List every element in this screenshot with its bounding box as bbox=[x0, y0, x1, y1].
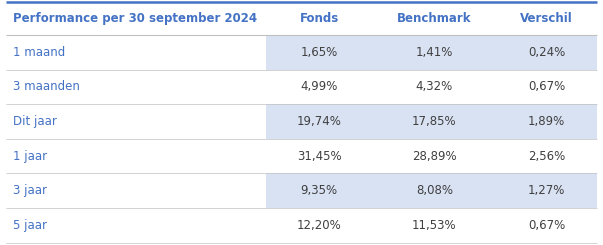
Text: Verschil: Verschil bbox=[520, 12, 573, 25]
Bar bbox=[266, 35, 597, 70]
Text: 31,45%: 31,45% bbox=[297, 150, 341, 163]
Text: 8,08%: 8,08% bbox=[416, 184, 453, 197]
Text: 19,74%: 19,74% bbox=[297, 115, 342, 128]
Text: 1,27%: 1,27% bbox=[528, 184, 566, 197]
Text: 3 jaar: 3 jaar bbox=[13, 184, 47, 197]
Text: Dit jaar: Dit jaar bbox=[13, 115, 57, 128]
Text: 4,32%: 4,32% bbox=[416, 80, 453, 94]
Bar bbox=[266, 208, 597, 243]
Text: 4,99%: 4,99% bbox=[300, 80, 338, 94]
Text: 0,24%: 0,24% bbox=[528, 46, 566, 59]
Bar bbox=[266, 173, 597, 208]
Text: 1,89%: 1,89% bbox=[528, 115, 566, 128]
Text: 1 jaar: 1 jaar bbox=[13, 150, 47, 163]
Bar bbox=[266, 70, 597, 104]
Text: 1,41%: 1,41% bbox=[416, 46, 453, 59]
Bar bbox=[266, 104, 597, 139]
Text: Benchmark: Benchmark bbox=[397, 12, 472, 25]
Text: Performance per 30 september 2024: Performance per 30 september 2024 bbox=[13, 12, 257, 25]
Text: Fonds: Fonds bbox=[300, 12, 339, 25]
Text: 1 maand: 1 maand bbox=[13, 46, 65, 59]
Text: 12,20%: 12,20% bbox=[297, 219, 342, 232]
Text: 17,85%: 17,85% bbox=[412, 115, 457, 128]
Text: 0,67%: 0,67% bbox=[528, 80, 566, 94]
Text: 0,67%: 0,67% bbox=[528, 219, 566, 232]
Text: 11,53%: 11,53% bbox=[412, 219, 457, 232]
Text: 5 jaar: 5 jaar bbox=[13, 219, 47, 232]
Text: 28,89%: 28,89% bbox=[412, 150, 457, 163]
Text: 1,65%: 1,65% bbox=[301, 46, 338, 59]
Text: 9,35%: 9,35% bbox=[301, 184, 338, 197]
Text: 3 maanden: 3 maanden bbox=[13, 80, 80, 94]
Text: 2,56%: 2,56% bbox=[528, 150, 566, 163]
Bar bbox=[266, 139, 597, 173]
